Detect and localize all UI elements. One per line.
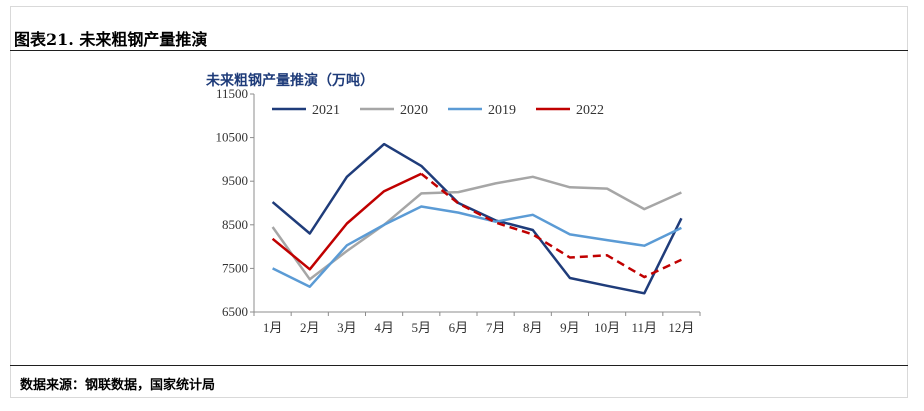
series-line-2019 [272,205,682,288]
y-tick-label: 6500 [222,304,248,319]
series-line-2020 [271,175,682,281]
series-line-2022-forecast [420,172,682,279]
y-tick-label: 11500 [216,86,248,101]
legend-label-2022: 2022 [576,103,604,118]
legend-label-2021: 2021 [312,103,340,118]
chart-title: 未来粗钢产量推演（万吨） [206,73,374,89]
y-tick-label: 8500 [222,217,248,232]
x-tick-label: 12月 [668,320,694,335]
x-tick-label: 5月 [411,320,431,335]
x-tick-label: 9月 [560,320,580,335]
x-tick-label: 1月 [263,320,283,335]
x-tick-label: 7月 [486,320,506,335]
bottom-rule [10,365,908,366]
x-tick-label: 6月 [449,320,469,335]
x-tick-label: 11月 [631,320,657,335]
top-rule [10,50,908,51]
y-tick-label: 9500 [222,173,248,188]
y-tick-label: 7500 [222,260,248,275]
x-tick-label: 4月 [374,320,394,335]
legend-label-2019: 2019 [488,103,516,118]
x-tick-label: 8月 [523,320,543,335]
data-source: 数据来源：钢联数据，国家统计局 [20,378,216,393]
series-line-2021 [271,142,683,295]
x-tick-label: 10月 [594,320,620,335]
figure-title: 图表21. 未来粗钢产量推演 [14,30,208,49]
legend-label-2020: 2020 [400,103,428,118]
x-tick-label: 3月 [337,320,357,335]
y-tick-label: 10500 [216,130,249,145]
figure-frame [10,6,908,398]
x-tick-label: 2月 [300,320,320,335]
series-line-2022-actual [271,172,422,271]
